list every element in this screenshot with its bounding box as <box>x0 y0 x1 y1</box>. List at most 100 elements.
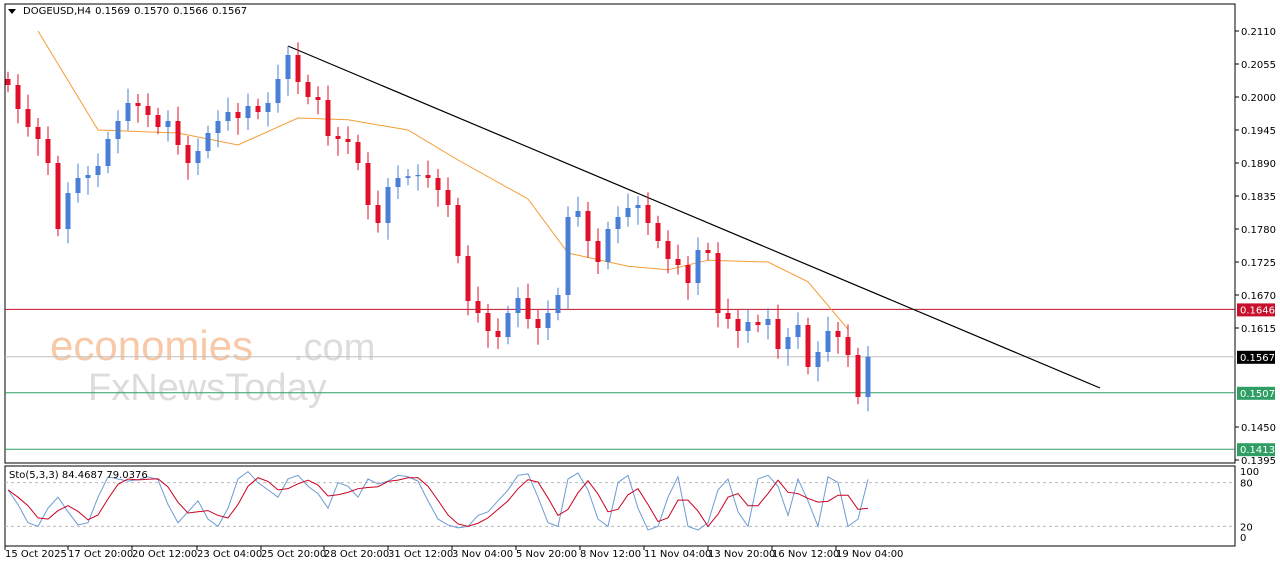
candle-body <box>385 187 391 223</box>
candle <box>355 134 361 171</box>
candle <box>185 136 191 180</box>
candle-body <box>455 205 461 256</box>
candle <box>665 230 671 274</box>
candle-body <box>445 190 451 205</box>
x-tick-label: 3 Nov 04:00 <box>452 549 513 560</box>
stochastic-panel-frame <box>4 465 1236 547</box>
candle-body <box>695 250 701 283</box>
x-tick-label: 20 Oct 12:00 <box>132 549 197 560</box>
candle-body <box>575 211 581 217</box>
candle-body <box>495 331 501 337</box>
candle <box>215 110 221 148</box>
candle <box>305 74 311 105</box>
candle <box>125 88 131 131</box>
candle <box>365 152 371 220</box>
open-value: 0.1569 <box>95 6 131 17</box>
candle <box>405 169 411 186</box>
candle-body <box>815 352 821 367</box>
close-value: 0.1567 <box>212 6 248 17</box>
candle <box>165 110 171 142</box>
candle-body <box>295 55 301 82</box>
level-badge <box>1237 443 1275 457</box>
candle-body <box>535 319 541 328</box>
y-tick-label: 0.1670 <box>1241 291 1276 302</box>
y-tick-label: 0.1615 <box>1241 324 1276 335</box>
candle <box>745 309 751 343</box>
stochastic-level-label: 80 <box>1240 479 1253 490</box>
candle-body <box>315 97 321 100</box>
candle <box>255 98 261 120</box>
y-tick-label: 0.1395 <box>1241 456 1276 467</box>
x-tick-label: 16 Nov 12:00 <box>772 549 839 560</box>
stochastic-label: Sto(5,3,3) <box>9 470 59 481</box>
candle-body <box>735 319 741 331</box>
x-tick-label: 28 Oct 20:00 <box>324 549 389 560</box>
candle <box>435 169 441 207</box>
y-tick-label: 0.1450 <box>1241 423 1276 434</box>
candle <box>685 256 691 300</box>
candle-body <box>405 176 411 178</box>
candle <box>715 242 721 328</box>
candle-body <box>355 142 361 163</box>
candle-body <box>115 121 121 139</box>
x-tick-label: 15 Oct 2025 <box>5 549 67 560</box>
level-badge <box>1237 386 1275 400</box>
candle <box>95 153 101 187</box>
watermark-com: .com <box>293 327 375 369</box>
x-tick-label: 19 Nov 04:00 <box>836 549 903 560</box>
candle <box>595 228 601 274</box>
candle-body <box>155 115 161 127</box>
candle-body <box>5 79 11 85</box>
candle <box>35 118 41 156</box>
candle <box>485 304 491 348</box>
candle-body <box>855 355 861 397</box>
candle <box>465 245 471 316</box>
candle-body <box>85 175 91 178</box>
candle-body <box>505 313 511 337</box>
candle <box>575 196 581 227</box>
candle-body <box>555 295 561 313</box>
candle-body <box>185 145 191 163</box>
candle-body <box>375 205 381 223</box>
candle <box>235 103 241 135</box>
candle-body <box>675 259 681 265</box>
candle <box>825 316 831 362</box>
x-tick-label: 11 Nov 04:00 <box>644 549 711 560</box>
candle-body <box>605 229 611 262</box>
level-badge <box>1237 350 1275 364</box>
candle-body <box>165 121 171 127</box>
main-panel-frame <box>4 3 1236 464</box>
candle <box>205 125 211 159</box>
candle <box>5 71 11 93</box>
dropdown-triangle-icon[interactable] <box>8 9 16 14</box>
y-tick-label: 0.1725 <box>1241 258 1276 269</box>
candle <box>815 341 821 382</box>
level-label: 0.1413 <box>1240 445 1275 456</box>
stochastic-k-line <box>7 470 869 531</box>
candle <box>735 310 741 348</box>
candle <box>545 300 551 340</box>
candle-body <box>395 178 401 187</box>
symbol-label: DOGEUSD,H4 <box>23 6 92 17</box>
level-badge <box>1237 303 1275 317</box>
candle-body <box>75 178 81 193</box>
x-tick-label: 25 Oct 20:00 <box>261 549 326 560</box>
candle <box>375 190 381 233</box>
candle-body <box>225 112 231 121</box>
level-label: 0.1646 <box>1240 305 1275 316</box>
candle <box>65 182 71 244</box>
candle <box>175 106 181 155</box>
candle-body <box>205 133 211 151</box>
candle-body <box>795 325 801 337</box>
candle <box>285 46 291 96</box>
candle <box>785 328 791 366</box>
level-label: 0.1567 <box>1240 353 1275 364</box>
x-tick-label: 5 Nov 20:00 <box>516 549 577 560</box>
candle <box>25 94 31 137</box>
candle <box>345 126 351 154</box>
candle-body <box>515 298 521 313</box>
candle <box>115 110 121 154</box>
candle-body <box>345 139 351 142</box>
candle <box>855 347 861 405</box>
